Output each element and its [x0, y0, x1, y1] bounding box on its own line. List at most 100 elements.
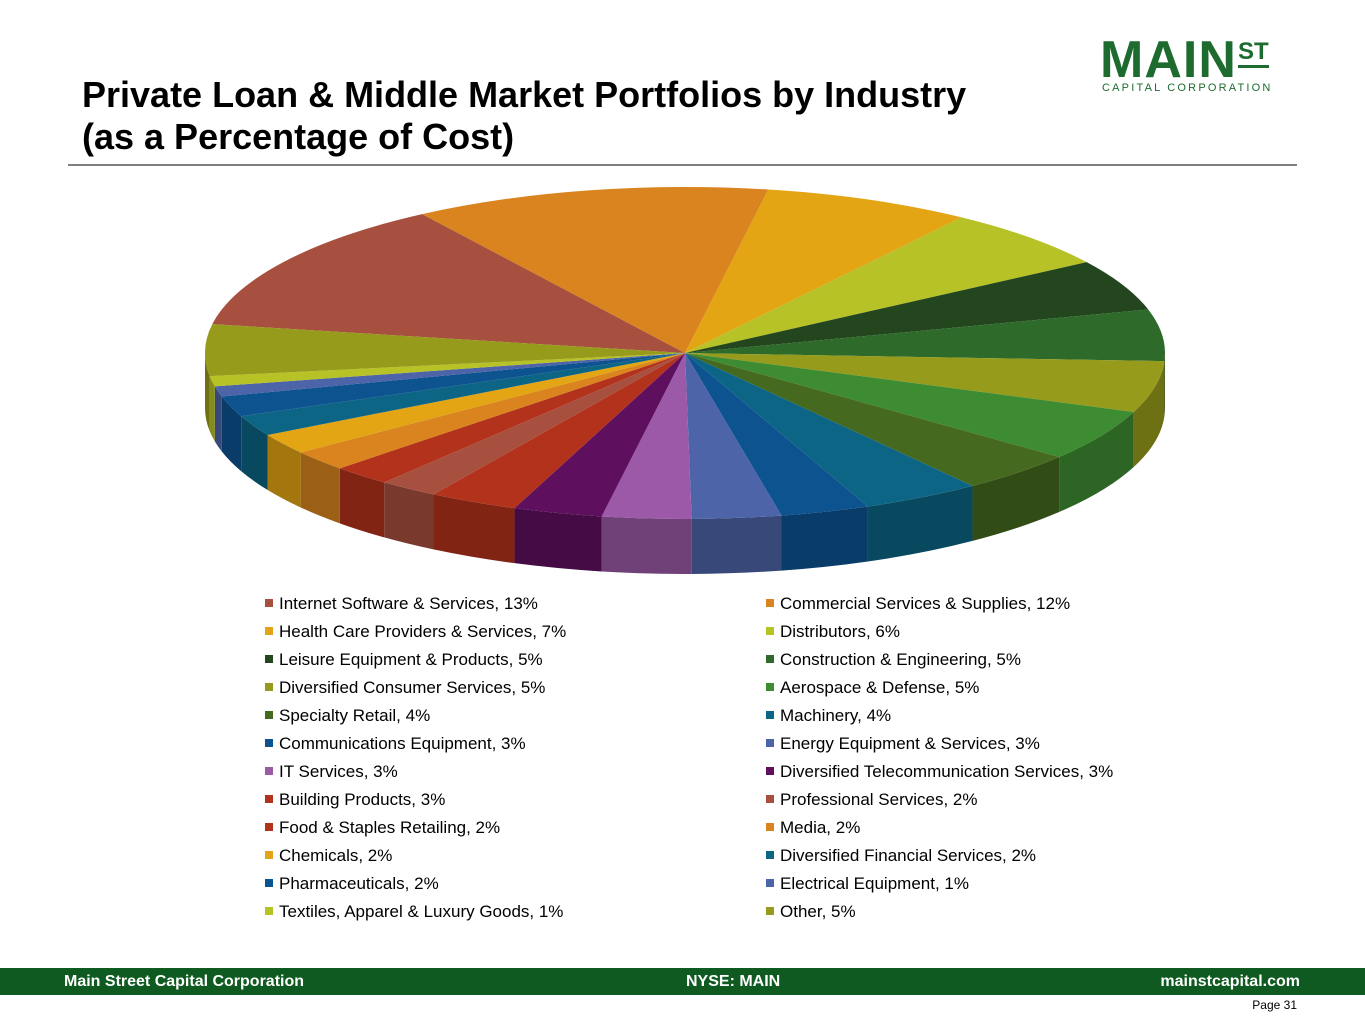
pie-side-textiles-apparel-and-luxury-goods [209, 376, 215, 442]
pie-slice-food-and-staples-retailing [339, 353, 685, 483]
page-title-line-2: (as a Percentage of Cost) [82, 116, 515, 157]
pie-side-pharmaceuticals [221, 396, 242, 472]
legend-item-professional-services: Professional Services, 2% [766, 788, 977, 812]
legend-label: Leisure Equipment & Products, 5% [279, 650, 543, 669]
legend-item-internet-software-and-services: Internet Software & Services, 13% [265, 592, 538, 616]
pie-slice-distributors [685, 217, 1087, 353]
pie-slice-machinery [685, 353, 973, 507]
pie-slice-professional-services [384, 353, 685, 495]
pie-side-construction-and-engineering [1164, 353, 1165, 417]
pie-side-energy-equipment-and-services [691, 515, 782, 574]
pie-slice-electrical-equipment [214, 353, 685, 397]
legend-label: Diversified Telecommunication Services, … [780, 762, 1114, 781]
pie-slice-health-care-providers-and-services [685, 189, 962, 353]
legend-item-machinery: Machinery, 4% [766, 704, 891, 728]
pie-side-professional-services [384, 482, 434, 550]
legend-swatch [766, 879, 774, 887]
legend-swatch [265, 823, 273, 831]
legend-item-other: Other, 5% [766, 900, 856, 924]
pie-slice-leisure-equipment-and-products [685, 262, 1149, 353]
pie-slice-communications-equipment [685, 353, 868, 516]
pie-slice-chemicals [267, 353, 685, 453]
legend-swatch [265, 599, 273, 607]
footer-ticker: NYSE: MAIN [686, 973, 781, 990]
legend-swatch [265, 627, 273, 635]
pie-side-diversified-consumer-services [1133, 361, 1165, 467]
legend-item-construction-and-engineering: Construction & Engineering, 5% [766, 648, 1021, 672]
legend-item-building-products: Building Products, 3% [265, 788, 445, 812]
legend-swatch [766, 711, 774, 719]
page-title-line-1: Private Loan & Middle Market Portfolios … [82, 74, 967, 115]
legend-item-textiles-apparel-and-luxury-goods: Textiles, Apparel & Luxury Goods, 1% [265, 900, 563, 924]
legend-label: Chemicals, 2% [279, 846, 393, 865]
legend-label: IT Services, 3% [279, 762, 398, 781]
pie-slice-energy-equipment-and-services [685, 353, 782, 519]
legend-item-specialty-retail: Specialty Retail, 4% [265, 704, 430, 728]
legend-swatch [265, 739, 273, 747]
pie-sides [205, 353, 1165, 574]
pie-side-media [300, 452, 340, 524]
pie-side-electrical-equipment [214, 386, 222, 452]
legend-item-media: Media, 2% [766, 816, 860, 840]
legend-item-electrical-equipment: Electrical Equipment, 1% [766, 872, 969, 896]
legend-swatch [265, 683, 273, 691]
legend-swatch [265, 711, 273, 719]
pie-side-food-and-staples-retailing [339, 468, 385, 538]
legend-swatch [265, 851, 273, 859]
legend-swatch [766, 655, 774, 663]
legend-swatch [766, 767, 774, 775]
pie-slice-construction-and-engineering [685, 309, 1165, 362]
legend-item-communications-equipment: Communications Equipment, 3% [265, 732, 526, 756]
legend-label: Specialty Retail, 4% [279, 706, 431, 725]
pie-side-machinery [867, 485, 973, 562]
legend-label: Pharmaceuticals, 2% [279, 874, 439, 893]
legend-label: Food & Staples Retailing, 2% [279, 818, 501, 837]
pie-slice-building-products [433, 353, 685, 509]
legend-swatch [766, 907, 774, 915]
pie-side-diversified-telecommunication-services [514, 508, 602, 572]
pie-side-aerospace-and-defense [1059, 411, 1134, 513]
company-logo: MAIN ST CAPITAL CORPORATION [1100, 34, 1280, 98]
legend-label: Media, 2% [780, 818, 861, 837]
legend-swatch [265, 879, 273, 887]
legend-label: Energy Equipment & Services, 3% [780, 734, 1040, 753]
legend-swatch [766, 739, 774, 747]
legend-item-diversified-financial-services: Diversified Financial Services, 2% [766, 844, 1036, 868]
pie-slice-textiles-apparel-and-luxury-goods [209, 353, 685, 387]
logo-main-text: MAIN [1100, 31, 1237, 89]
pie-slice-diversified-financial-services [241, 353, 685, 435]
legend-item-chemicals: Chemicals, 2% [265, 844, 392, 868]
legend-swatch [265, 795, 273, 803]
legend-item-it-services: IT Services, 3% [265, 760, 398, 784]
pie-slice-internet-software-and-services [212, 214, 685, 353]
title-divider [68, 164, 1297, 166]
legend-swatch [766, 599, 774, 607]
legend-item-commercial-services-and-supplies: Commercial Services & Supplies, 12% [766, 592, 1070, 616]
legend-swatch [265, 907, 273, 915]
legend-label: Building Products, 3% [279, 790, 446, 809]
legend-label: Machinery, 4% [780, 706, 892, 725]
pie-top [205, 187, 1165, 519]
pie-slice-diversified-consumer-services [685, 353, 1165, 412]
page-title: Private Loan & Middle Market Portfolios … [82, 74, 966, 158]
page-number: Page 31 [1252, 998, 1297, 1012]
legend-label: Commercial Services & Supplies, 12% [780, 594, 1071, 613]
pie-side-diversified-financial-services [241, 416, 268, 490]
legend-swatch [265, 655, 273, 663]
legend-label: Professional Services, 2% [780, 790, 978, 809]
legend-label: Construction & Engineering, 5% [780, 650, 1021, 669]
footer-company: Main Street Capital Corporation [64, 973, 305, 990]
legend-item-diversified-telecommunication-services: Diversified Telecommunication Services, … [766, 760, 1113, 784]
pie-slice-diversified-telecommunication-services [514, 353, 685, 517]
legend-label: Aerospace & Defense, 5% [780, 678, 980, 697]
pie-slice-commercial-services-and-supplies [422, 187, 769, 353]
legend-item-leisure-equipment-and-products: Leisure Equipment & Products, 5% [265, 648, 543, 672]
industry-pie-chart [205, 187, 1165, 574]
pie-slice-it-services [601, 353, 692, 519]
legend-item-food-and-staples-retailing: Food & Staples Retailing, 2% [265, 816, 500, 840]
legend-label: Health Care Providers & Services, 7% [279, 622, 567, 641]
legend-swatch [766, 851, 774, 859]
pie-side-it-services [601, 516, 692, 574]
legend-swatch [766, 823, 774, 831]
pie-slice-aerospace-and-defense [685, 353, 1134, 458]
